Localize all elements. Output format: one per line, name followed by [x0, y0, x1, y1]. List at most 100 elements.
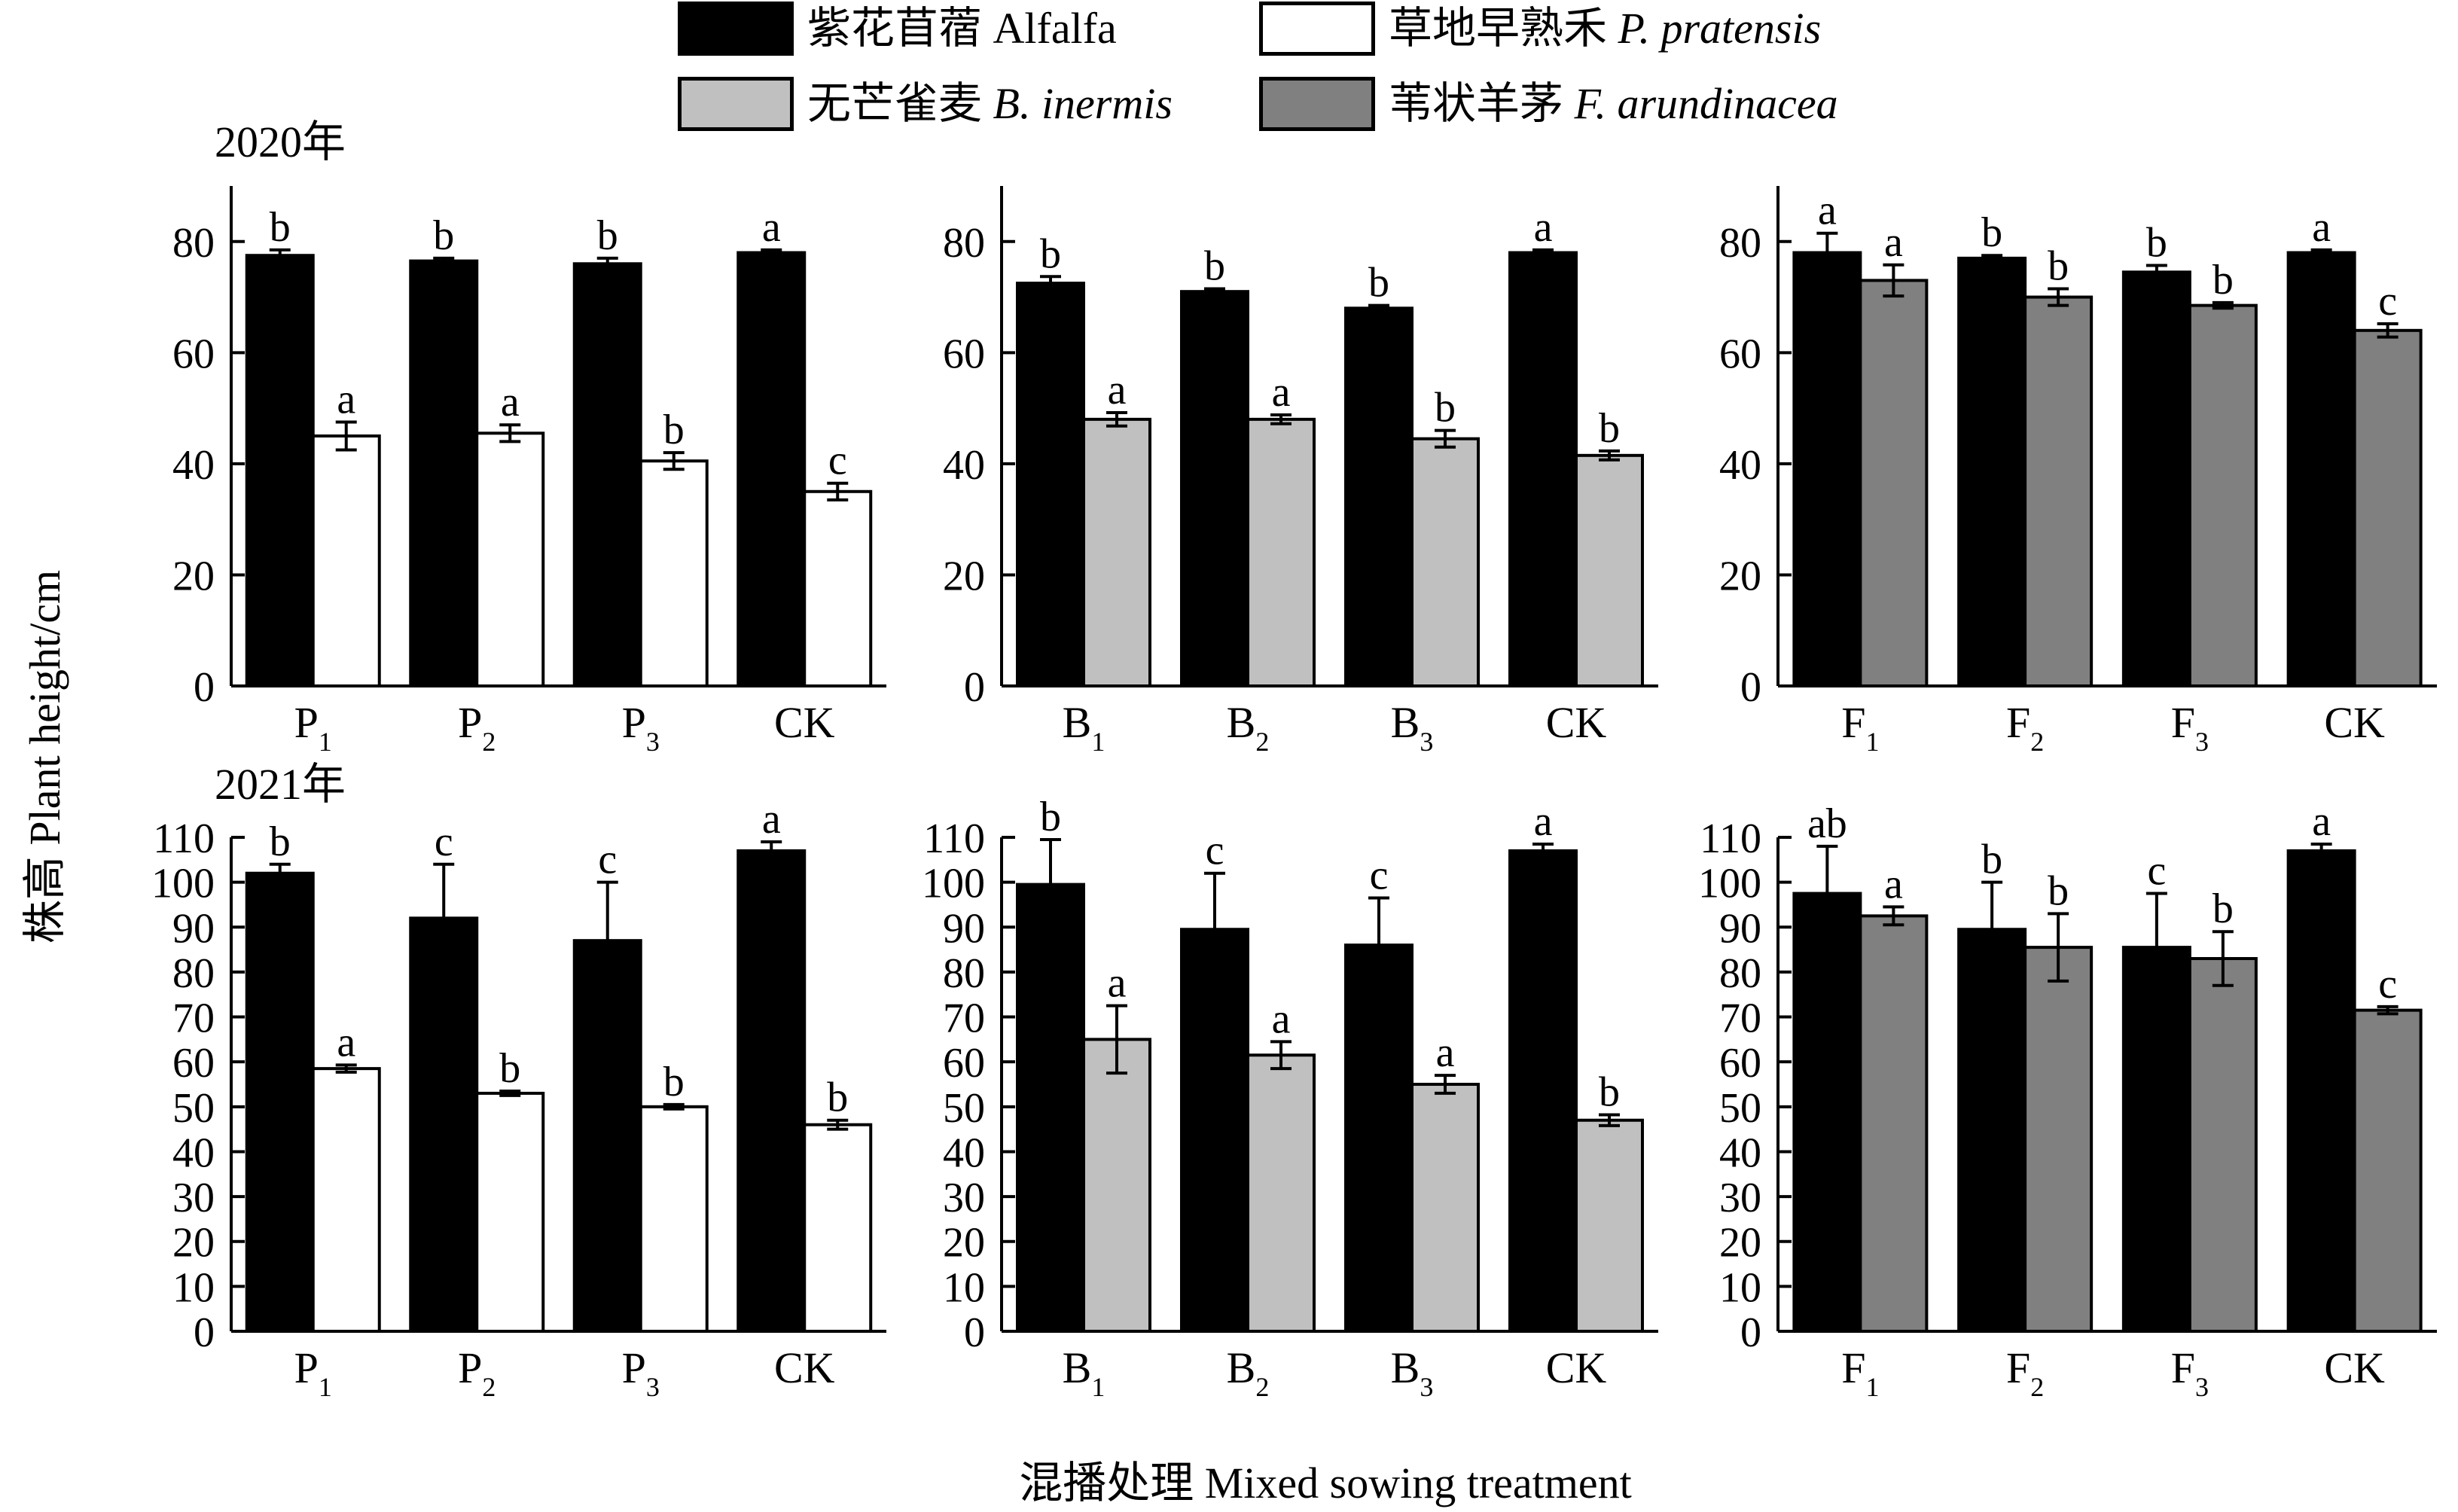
panel-6-letter-alfalfa-2: b	[1981, 837, 2002, 883]
year-label-2021: 2021年	[215, 760, 346, 809]
panel-6-ytick-label-50: 50	[1719, 1085, 1761, 1132]
panel-6-bar-f_arundinacea-1	[1859, 914, 1929, 1333]
panel-4-ytick-label-30: 30	[172, 1175, 215, 1221]
panel-2-letter-b_inermis-3: b	[1435, 385, 1456, 431]
panel-5-ytick-label-100: 100	[922, 861, 985, 907]
legend-label-b-inermis: 无芒雀麦	[807, 79, 993, 128]
panel-3-letter-alfalfa-4: a	[2312, 204, 2331, 251]
panel-5-bar-alfalfa-4	[1508, 849, 1578, 1333]
panel-3-ytick-label-80: 80	[1719, 220, 1761, 267]
panel-3-bar-alfalfa-1	[1792, 251, 1862, 687]
panel-5-letter-alfalfa-1: b	[1040, 794, 1061, 840]
panel-3-letter-f_arundinacea-3: b	[2213, 257, 2234, 303]
legend-item-p-pratensis: 草地早熟禾 P. pratensis	[1259, 2, 1821, 56]
panel-6-bar-f_arundinacea-4	[2353, 1008, 2423, 1333]
panel-4-ytick-label-10: 10	[172, 1264, 215, 1311]
panel-6-category-label-3: F3	[2171, 1343, 2209, 1402]
panel-1-bar-alfalfa-1	[245, 254, 315, 687]
panel-5-category-label-3: B3	[1391, 1343, 1434, 1402]
panel-6-category-label-2: F2	[2006, 1343, 2044, 1402]
panel-2-category-label-3: B3	[1391, 698, 1434, 757]
panel-4-letter-p_pratensis-2: b	[499, 1045, 520, 1092]
panel-6-ytick-label-0: 0	[1740, 1309, 1761, 1356]
panel-5-bar-alfalfa-1	[1016, 883, 1085, 1333]
panel-5-letter-b_inermis-2: a	[1272, 995, 1291, 1042]
panel-6-ytick-label-110: 110	[1700, 815, 1761, 862]
panel-4-ytick-label-60: 60	[172, 1040, 215, 1087]
panel-6-ytick-label-20: 20	[1719, 1220, 1761, 1267]
panel-1-letter-p_pratensis-3: b	[663, 407, 685, 453]
panel-6-bar-alfalfa-1	[1792, 892, 1862, 1333]
panel-5-category-label-4: CK	[1546, 1343, 1607, 1392]
panel-4-bar-alfalfa-1	[245, 871, 315, 1333]
panel-6-letter-f_arundinacea-2: b	[2048, 867, 2069, 914]
panel-5-ytick-label-80: 80	[943, 950, 985, 997]
panel-3-letter-f_arundinacea-2: b	[2048, 242, 2069, 289]
panel-2-category-label-1: B1	[1063, 698, 1105, 757]
panel-2-bar-b_inermis-1	[1082, 417, 1151, 687]
legend-label-f-arundinacea: 苇状羊茅	[1389, 79, 1575, 128]
legend-swatch-alfalfa	[678, 2, 794, 56]
panel-6-letter-f_arundinacea-3: b	[2213, 886, 2234, 932]
panel-4-bar-p_pratensis-3	[639, 1105, 709, 1334]
panel-4-category-label-1: P1	[294, 1343, 332, 1402]
panel-5-bar-b_inermis-3	[1410, 1083, 1480, 1333]
panel-6-letter-alfalfa-4: a	[2312, 798, 2331, 845]
panel-3-ytick-label-0: 0	[1740, 664, 1761, 711]
panel-5-ytick-label-0: 0	[964, 1309, 985, 1356]
x-axis-label: 混播处理 Mixed sowing treatment	[1019, 1459, 1632, 1507]
panel-1-category-label-1: P1	[294, 698, 332, 757]
panel-5-ytick-label-20: 20	[943, 1220, 985, 1267]
panel-1-ytick-label-40: 40	[172, 442, 215, 489]
panel-3-ytick-label-40: 40	[1719, 442, 1761, 489]
legend: 紫花苜蓿 Alfalfa 草地早熟禾 P. pratensis 无芒雀麦 B. …	[678, 0, 1958, 136]
panel-1-letter-p_pratensis-2: a	[501, 379, 520, 425]
panel-2-letter-b_inermis-2: a	[1272, 369, 1291, 416]
panel-4-bar-alfalfa-3	[572, 939, 642, 1334]
panel-4-ytick-label-90: 90	[172, 905, 215, 952]
panel-6-ytick-label-70: 70	[1719, 995, 1761, 1042]
panel-3-letter-alfalfa-2: b	[1981, 209, 2002, 256]
panel-3-bar-alfalfa-3	[2121, 270, 2191, 688]
panel-4-ytick-label-40: 40	[172, 1129, 215, 1176]
panel-6-bar-alfalfa-2	[1957, 928, 2027, 1333]
legend-swatch-p-pratensis	[1259, 2, 1375, 56]
panel-3-letter-f_arundinacea-4: c	[2378, 278, 2397, 325]
panel-3-category-label-2: F2	[2006, 698, 2044, 757]
panel-6-bar-f_arundinacea-2	[2023, 946, 2094, 1334]
panel-5-letter-alfalfa-4: a	[1534, 798, 1553, 845]
panel-1-letter-alfalfa-1: b	[270, 204, 291, 251]
panel-3-bar-f_arundinacea-1	[1859, 279, 1929, 687]
panel-1-bar-p_pratensis-3	[639, 459, 709, 687]
panel-1-category-label-2: P2	[458, 698, 496, 757]
panel-6-ytick-label-80: 80	[1719, 950, 1761, 997]
panel-4-category-label-2: P2	[458, 1343, 496, 1402]
panel-1-bar-p_pratensis-2	[475, 431, 545, 687]
panel-4-letter-p_pratensis-3: b	[663, 1059, 685, 1105]
panel-1-ytick-label-0: 0	[194, 664, 215, 711]
panel-4-bar-p_pratensis-1	[311, 1067, 381, 1334]
panel-1-letter-alfalfa-4: a	[762, 204, 781, 251]
panel-1-letter-alfalfa-2: b	[433, 212, 454, 259]
panel-1-bar-alfalfa-3	[572, 262, 642, 687]
panel-2-bar-b_inermis-2	[1246, 417, 1316, 687]
panel-6-ytick-label-40: 40	[1719, 1129, 1761, 1176]
panel-6-category-label-1: F1	[1841, 1343, 1879, 1402]
panel-5-ytick-label-40: 40	[943, 1129, 985, 1176]
panel-5-letter-b_inermis-3: a	[1436, 1029, 1455, 1076]
panel-4-bar-p_pratensis-2	[475, 1091, 545, 1333]
panel-4-letter-alfalfa-3: c	[598, 837, 617, 883]
panel-3-category-label-1: F1	[1841, 698, 1879, 757]
panel-1-category-label-3: P3	[622, 698, 660, 757]
panel-4-ytick-label-50: 50	[172, 1085, 215, 1132]
panel-5-letter-b_inermis-1: a	[1108, 960, 1127, 1007]
panel-6-ytick-label-90: 90	[1719, 905, 1761, 952]
panel-4-category-label-3: P3	[622, 1343, 660, 1402]
panel-5-bar-b_inermis-2	[1246, 1053, 1316, 1333]
panel-2-bar-alfalfa-4	[1508, 251, 1578, 687]
panel-5-letter-alfalfa-2: c	[1206, 828, 1224, 874]
panel-5-ytick-label-90: 90	[943, 905, 985, 952]
panel-4-letter-alfalfa-4: a	[762, 796, 781, 843]
panel-6-ytick-label-100: 100	[1698, 861, 1761, 907]
panel-4-ytick-label-70: 70	[172, 995, 215, 1042]
